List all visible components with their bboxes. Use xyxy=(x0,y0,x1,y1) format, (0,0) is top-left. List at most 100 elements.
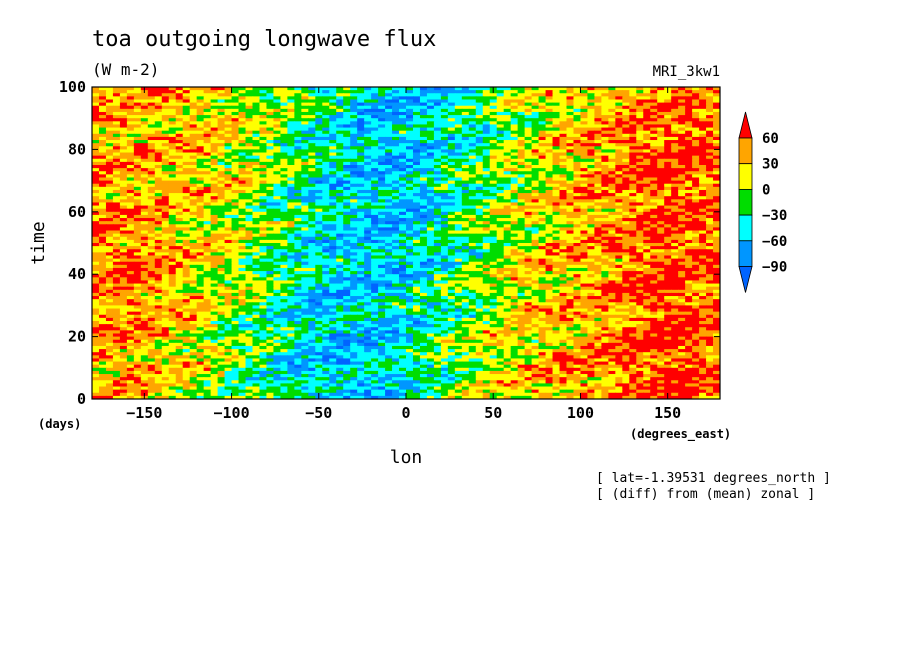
heatmap-cell xyxy=(517,133,526,138)
heatmap-cell xyxy=(105,258,114,263)
heatmap-cell xyxy=(217,189,226,194)
heatmap-cell xyxy=(580,87,589,91)
heatmap-cell xyxy=(301,118,309,122)
heatmap-cell xyxy=(105,105,114,110)
heatmap-cell xyxy=(133,174,142,179)
heatmap-cell xyxy=(217,90,226,94)
heatmap-cell xyxy=(671,243,679,247)
heatmap-cell xyxy=(210,105,219,110)
heatmap-cell xyxy=(636,146,644,150)
heatmap-cell xyxy=(517,165,526,169)
heatmap-cell xyxy=(426,171,435,175)
heatmap-cell xyxy=(371,239,379,244)
heatmap-cell xyxy=(406,249,414,253)
heatmap-cell xyxy=(245,111,254,116)
heatmap-cell xyxy=(280,246,288,250)
heatmap-cell xyxy=(105,205,114,210)
heatmap-cell xyxy=(531,189,540,194)
heatmap-cell xyxy=(573,115,582,119)
heatmap-cell xyxy=(587,180,595,185)
heatmap-cell xyxy=(643,174,651,179)
heatmap-cell xyxy=(287,199,295,204)
heatmap-cell xyxy=(622,87,630,91)
heatmap-cell xyxy=(98,258,107,263)
heatmap-cell xyxy=(580,180,589,185)
heatmap-cell xyxy=(608,239,616,244)
heatmap-cell xyxy=(671,224,679,228)
heatmap-cell xyxy=(713,243,720,247)
heatmap-cell xyxy=(559,171,568,175)
heatmap-cell xyxy=(622,186,630,191)
heatmap-cell xyxy=(447,127,456,132)
heatmap-cell xyxy=(301,249,309,253)
heatmap-cell xyxy=(273,121,281,126)
heatmap-cell xyxy=(545,99,554,104)
heatmap-cell xyxy=(133,249,142,253)
heatmap-cell xyxy=(594,105,602,110)
heatmap-cell xyxy=(713,146,720,150)
heatmap-cell xyxy=(531,249,540,253)
heatmap-cell xyxy=(615,99,623,104)
heatmap-cell xyxy=(440,127,449,132)
heatmap-cell xyxy=(350,105,358,110)
heatmap-cell xyxy=(126,236,135,241)
heatmap-cell xyxy=(447,130,456,135)
heatmap-cell xyxy=(545,177,554,182)
heatmap-cell xyxy=(713,227,720,232)
heatmap-cell xyxy=(133,186,142,191)
heatmap-cell xyxy=(447,171,456,175)
heatmap-cell xyxy=(126,177,135,182)
heatmap-cell xyxy=(133,111,142,116)
heatmap-cell xyxy=(245,258,254,263)
heatmap-cell xyxy=(119,118,128,122)
heatmap-cell xyxy=(154,161,163,166)
heatmap-cell xyxy=(538,189,547,194)
heatmap-cell xyxy=(294,108,302,113)
heatmap-cell xyxy=(531,115,540,119)
heatmap-cell xyxy=(601,193,609,197)
heatmap-cell xyxy=(594,165,602,169)
heatmap-cell xyxy=(594,233,602,238)
heatmap-cell xyxy=(231,87,240,91)
heatmap-cell xyxy=(231,136,240,141)
heatmap-cell xyxy=(238,93,247,97)
heatmap-cell xyxy=(189,165,198,169)
heatmap-cell xyxy=(496,186,505,191)
heatmap-cell xyxy=(385,143,393,147)
heatmap-cell xyxy=(252,168,261,172)
heatmap-cell xyxy=(210,221,219,225)
heatmap-cell xyxy=(713,133,720,138)
heatmap-cell xyxy=(133,105,142,110)
heatmap-cell xyxy=(189,149,198,154)
heatmap-cell xyxy=(587,115,595,119)
heatmap-cell xyxy=(538,208,547,213)
heatmap-cell xyxy=(147,105,156,110)
heatmap-cell xyxy=(510,99,519,104)
heatmap-cell xyxy=(531,186,540,191)
heatmap-cell xyxy=(657,174,665,179)
heatmap-cell xyxy=(238,111,247,116)
heatmap-cell xyxy=(224,177,233,182)
heatmap-cell xyxy=(468,189,477,194)
heatmap-cell xyxy=(587,130,595,135)
heatmap-cell xyxy=(343,233,351,238)
heatmap-cell xyxy=(503,87,512,91)
heatmap-cell xyxy=(273,243,281,247)
heatmap-cell xyxy=(126,186,135,191)
heatmap-cell xyxy=(231,189,240,194)
heatmap-cell xyxy=(657,193,665,197)
heatmap-cell xyxy=(98,87,107,91)
heatmap-cell xyxy=(371,133,379,138)
heatmap-cell xyxy=(343,146,351,150)
heatmap-cell xyxy=(608,96,616,101)
heatmap-cell xyxy=(426,189,435,194)
heatmap-cell xyxy=(503,108,512,113)
heatmap-cell xyxy=(161,189,170,194)
heatmap-cell xyxy=(538,249,547,253)
heatmap-cell xyxy=(203,208,212,213)
heatmap-cell xyxy=(643,155,651,160)
heatmap-cell xyxy=(294,221,302,225)
heatmap-cell xyxy=(657,183,665,188)
heatmap-cell xyxy=(503,115,512,119)
heatmap-cell xyxy=(545,158,554,163)
